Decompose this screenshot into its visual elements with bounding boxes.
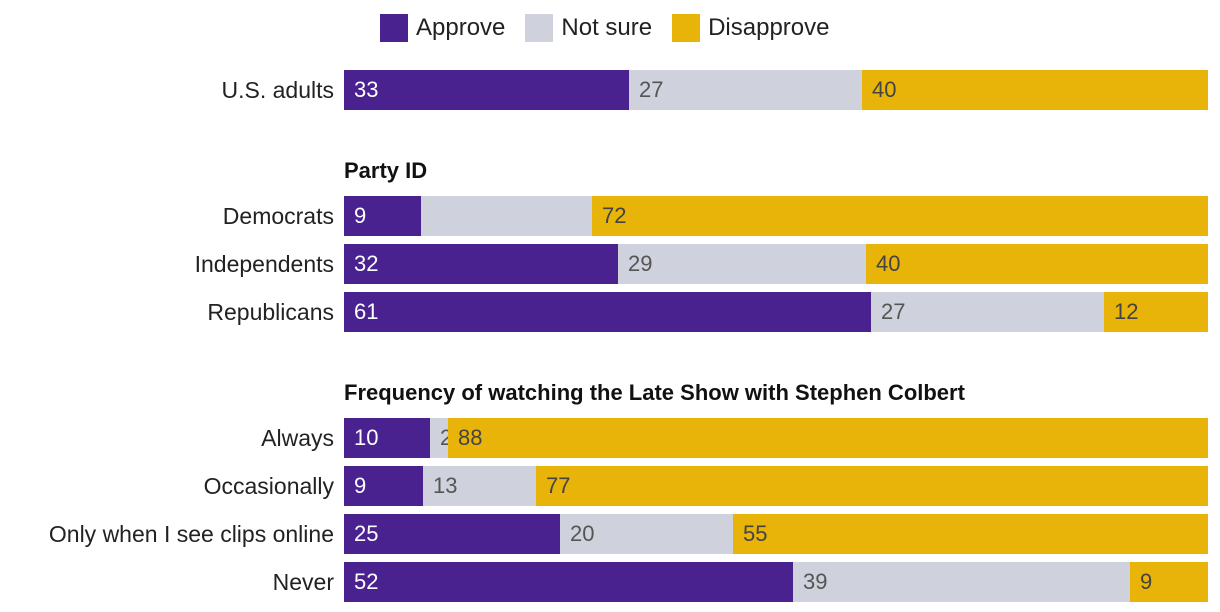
value-label-democrats-approve: 9 <box>354 203 367 228</box>
legend-item-not-sure: Not sure <box>525 14 652 42</box>
bar-segment-u-s-adults-disapprove: 40 <box>862 70 1208 110</box>
bar-segment-never-not-sure: 39 <box>793 562 1130 602</box>
legend-swatch-approve <box>380 14 408 42</box>
value-label-occasionally-not-sure: 13 <box>433 473 458 498</box>
row-label-independents: Independents <box>194 251 334 277</box>
value-label-always-disapprove: 88 <box>458 425 483 450</box>
value-label-independents-not-sure: 29 <box>628 251 653 276</box>
row-label-never: Never <box>272 569 334 595</box>
value-label-u-s-adults-not-sure: 27 <box>639 77 664 102</box>
value-label-republicans-not-sure: 27 <box>881 299 906 324</box>
bar-segment-always-disapprove: 88 <box>448 418 1208 458</box>
value-label-democrats-disapprove: 72 <box>602 203 627 228</box>
value-label-u-s-adults-disapprove: 40 <box>872 77 897 102</box>
bar-segment-only-when-i-see-clips-online-approve: 25 <box>344 514 560 554</box>
bar-segment-only-when-i-see-clips-online-not-sure: 20 <box>560 514 733 554</box>
value-label-independents-disapprove: 40 <box>876 251 901 276</box>
bar-segment-never-disapprove: 9 <box>1130 562 1208 602</box>
bar-segment-only-when-i-see-clips-online-disapprove: 55 <box>733 514 1208 554</box>
bar-segment-independents-not-sure: 29 <box>618 244 866 284</box>
bar-segment-democrats-approve: 9 <box>344 196 421 236</box>
bar-segment-republicans-approve: 61 <box>344 292 871 332</box>
value-label-republicans-approve: 61 <box>354 299 379 324</box>
legend-label-approve: Approve <box>416 14 506 41</box>
bar-segment-u-s-adults-approve: 33 <box>344 70 629 110</box>
bar-segment-always-approve: 10 <box>344 418 430 458</box>
bar-segment-independents-approve: 32 <box>344 244 618 284</box>
chart-legend: Approve Not sure Disapprove <box>380 12 850 44</box>
bar-segment-democrats-not-sure <box>421 196 592 236</box>
bar-segment-republicans-not-sure: 27 <box>871 292 1104 332</box>
bar-segment-always-not-sure: 2 <box>430 418 452 458</box>
value-label-never-not-sure: 39 <box>803 569 828 594</box>
value-label-always-approve: 10 <box>354 425 379 450</box>
bar-segment-republicans-disapprove: 12 <box>1104 292 1208 332</box>
legend-swatch-not-sure <box>525 14 554 42</box>
value-label-occasionally-approve: 9 <box>354 473 367 498</box>
value-label-u-s-adults-approve: 33 <box>354 77 379 102</box>
bar-segment-occasionally-approve: 9 <box>344 466 423 506</box>
legend-label-disapprove: Disapprove <box>708 14 830 41</box>
legend-label-not-sure: Not sure <box>561 14 653 41</box>
row-label-u-s-adults: U.S. adults <box>221 77 335 103</box>
value-label-only-when-i-see-clips-online-approve: 25 <box>354 521 379 546</box>
value-label-occasionally-disapprove: 77 <box>546 473 571 498</box>
bar-segment-u-s-adults-not-sure: 27 <box>629 70 862 110</box>
value-label-only-when-i-see-clips-online-not-sure: 20 <box>570 521 595 546</box>
value-label-only-when-i-see-clips-online-disapprove: 55 <box>743 521 768 546</box>
bar-segment-occasionally-disapprove: 77 <box>536 466 1208 506</box>
legend-swatch-disapprove <box>672 14 701 42</box>
value-label-never-approve: 52 <box>354 569 379 594</box>
row-label-republicans: Republicans <box>207 299 334 325</box>
value-label-republicans-disapprove: 12 <box>1114 299 1139 324</box>
bar-segment-democrats-disapprove: 72 <box>592 196 1208 236</box>
row-label-always: Always <box>261 425 334 451</box>
value-label-never-disapprove: 9 <box>1140 569 1153 594</box>
bar-segment-occasionally-not-sure: 13 <box>423 466 536 506</box>
row-label-democrats: Democrats <box>222 203 334 229</box>
row-label-only-when-i-see-clips-online: Only when I see clips online <box>48 521 334 547</box>
group-title-1: Party ID <box>344 158 428 183</box>
bar-segment-independents-disapprove: 40 <box>866 244 1208 284</box>
row-label-occasionally: Occasionally <box>203 473 334 499</box>
legend-item-approve: Approve <box>380 14 505 42</box>
legend-item-disapprove: Disapprove <box>672 14 830 42</box>
bar-segment-never-approve: 52 <box>344 562 793 602</box>
group-title-2: Frequency of watching the Late Show with… <box>344 380 965 405</box>
value-label-independents-approve: 32 <box>354 251 379 276</box>
